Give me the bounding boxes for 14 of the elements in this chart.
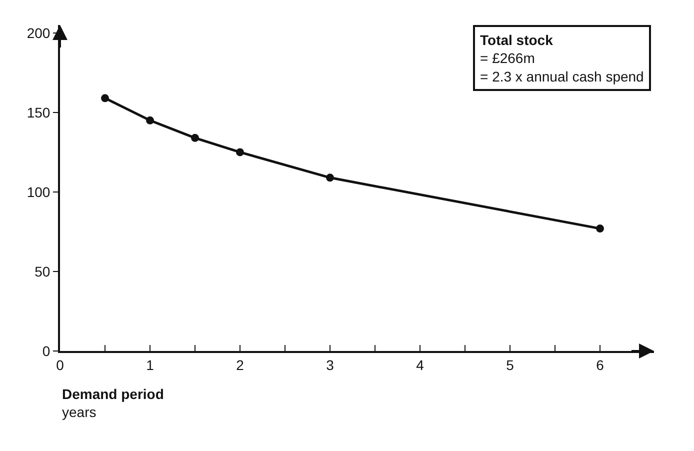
x-tick-label: 5: [506, 356, 514, 373]
x-tick-label: 4: [416, 356, 424, 373]
y-tick-label: 0: [42, 342, 50, 359]
y-tick-label: 50: [34, 263, 50, 280]
x-tick-label: 2: [236, 356, 244, 373]
x-tick-label: 3: [326, 356, 334, 373]
x-tick-label: 0: [56, 356, 64, 373]
x-tick-label: 1: [146, 356, 154, 373]
x-axis-title: Demand period years: [62, 386, 164, 420]
y-tick-label: 150: [26, 104, 50, 120]
x-tick-label: 6: [596, 356, 604, 373]
annotation: Total stock = £266m = 2.3 x annual cash spend: [480, 32, 644, 84]
y-tick-label: 100: [26, 184, 50, 200]
y-tick-label: 200: [26, 24, 50, 41]
